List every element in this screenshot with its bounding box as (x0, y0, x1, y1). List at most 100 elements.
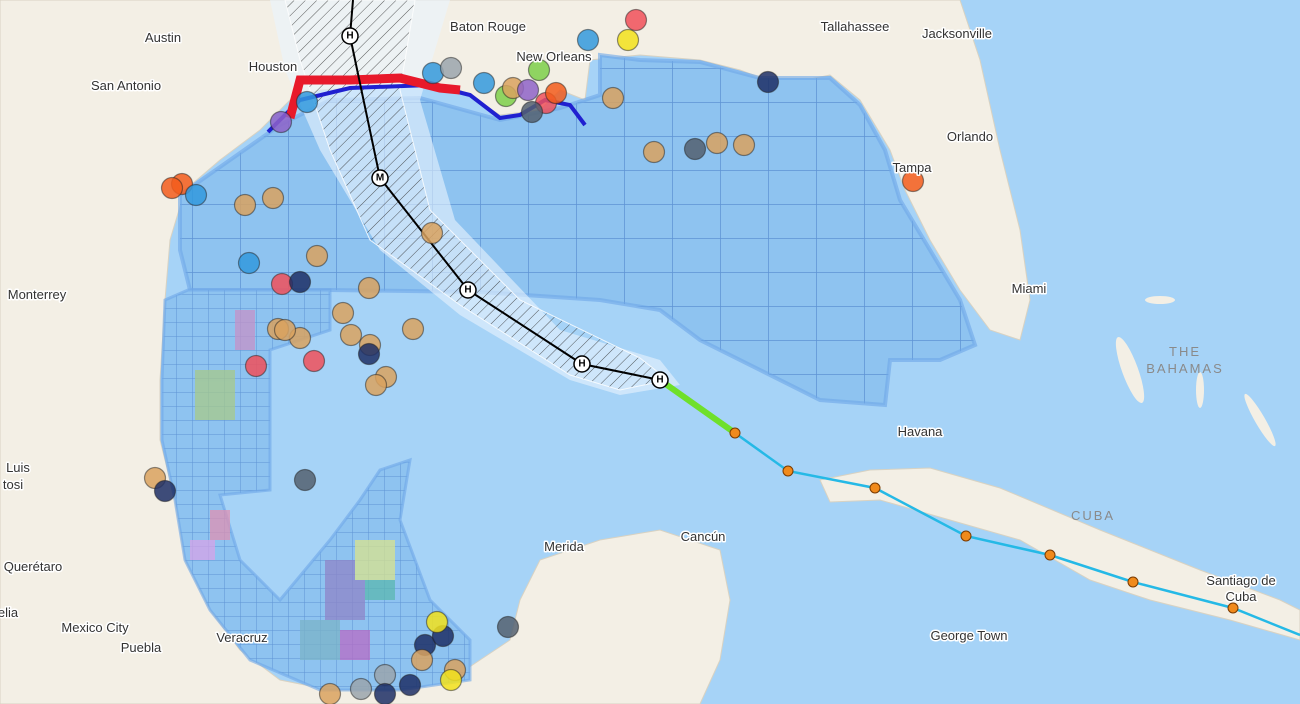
place-label: Cancún (681, 529, 726, 544)
marker (705, 131, 729, 155)
marker (295, 90, 319, 114)
track-dot (1044, 549, 1056, 561)
place-label: Mexico City (61, 620, 129, 635)
track-point-label: H (578, 359, 585, 370)
track-dot (1227, 602, 1239, 614)
place-label: tosi (3, 477, 23, 492)
marker (318, 682, 342, 704)
place-label: Puebla (121, 640, 162, 655)
place-label: George Town (930, 628, 1007, 643)
track-point (573, 355, 591, 373)
marker (520, 100, 544, 124)
track-dot (782, 465, 794, 477)
marker (901, 169, 925, 193)
place-label: elia (0, 605, 19, 620)
place-label: San Antonio (91, 78, 161, 93)
track-dot (960, 530, 972, 542)
place-label: New Orleans (516, 49, 592, 64)
marker (153, 479, 177, 503)
track-point (651, 371, 669, 389)
bahamas (1115, 296, 1276, 447)
place-label: Cuba (1225, 589, 1257, 604)
marker (472, 71, 496, 95)
marker (373, 682, 397, 704)
place-label: Austin (145, 30, 181, 45)
marker (398, 673, 422, 697)
place-label: Jacksonville (922, 26, 992, 41)
place-label: Luis (6, 460, 30, 475)
place-label: Veracruz (216, 630, 267, 645)
marker (261, 186, 285, 210)
marker (410, 648, 434, 672)
place-label: BAHAMAS (1146, 361, 1224, 376)
marker (349, 677, 373, 701)
place-label: THE (1169, 344, 1201, 359)
lease-highlights (190, 310, 395, 660)
marker (439, 56, 463, 80)
track-dot (729, 427, 741, 439)
marker (732, 133, 756, 157)
marker (233, 193, 257, 217)
marker (364, 373, 388, 397)
marker (331, 301, 355, 325)
storm-cone (270, 0, 680, 395)
place-label: Baton Rouge (450, 19, 526, 34)
marker (288, 270, 312, 294)
marker (357, 342, 381, 366)
marker (425, 610, 449, 634)
marker (516, 78, 540, 102)
marker (601, 86, 625, 110)
place-label: Querétaro (4, 559, 63, 574)
marker (642, 140, 666, 164)
observation-markers (143, 8, 1239, 704)
marker (160, 176, 184, 200)
place-labels: Austin San Antonio Houston Baton Rouge New O… (0, 18, 1277, 657)
track-point-label: M (376, 173, 384, 184)
place-label: Monterrey (8, 287, 67, 302)
place-label: Orlando (947, 129, 993, 144)
marker (616, 28, 640, 52)
place-label: Santiago de (1206, 573, 1275, 588)
marker (576, 28, 600, 52)
track-point (371, 169, 389, 187)
marker (269, 110, 293, 134)
marker (756, 70, 780, 94)
marker (373, 663, 397, 687)
cuba (819, 467, 1300, 641)
marker (184, 183, 208, 207)
marker (244, 354, 268, 378)
marker (339, 323, 363, 347)
marker (544, 81, 568, 105)
track-point-label: H (464, 285, 471, 296)
track-point (459, 281, 477, 299)
storm-track-recent (658, 377, 737, 436)
track-point (341, 27, 359, 45)
marker (683, 137, 707, 161)
place-label: Havana (898, 424, 944, 439)
marker (401, 317, 425, 341)
marker (357, 276, 381, 300)
marker (439, 668, 463, 692)
place-label: CUBA (1071, 508, 1115, 523)
track-dot (1127, 576, 1139, 588)
track-point-label: H (346, 31, 353, 42)
place-label: Merida (544, 539, 585, 554)
coast-warning-red (285, 73, 461, 120)
track-point-label: H (656, 375, 663, 386)
marker (496, 615, 520, 639)
marker (305, 244, 329, 268)
place-label: Tampa (892, 160, 932, 175)
place-label: Miami (1012, 281, 1047, 296)
place-label: Tallahassee (821, 19, 890, 34)
marker (273, 318, 297, 342)
marker (293, 468, 317, 492)
place-label: Houston (249, 59, 297, 74)
marker (302, 349, 326, 373)
marker (527, 58, 551, 82)
marker (420, 221, 444, 245)
storm-track-points: H M H H H (341, 27, 669, 389)
marker (624, 8, 648, 32)
track-dot (869, 482, 881, 494)
storm-track-past (734, 431, 1300, 637)
